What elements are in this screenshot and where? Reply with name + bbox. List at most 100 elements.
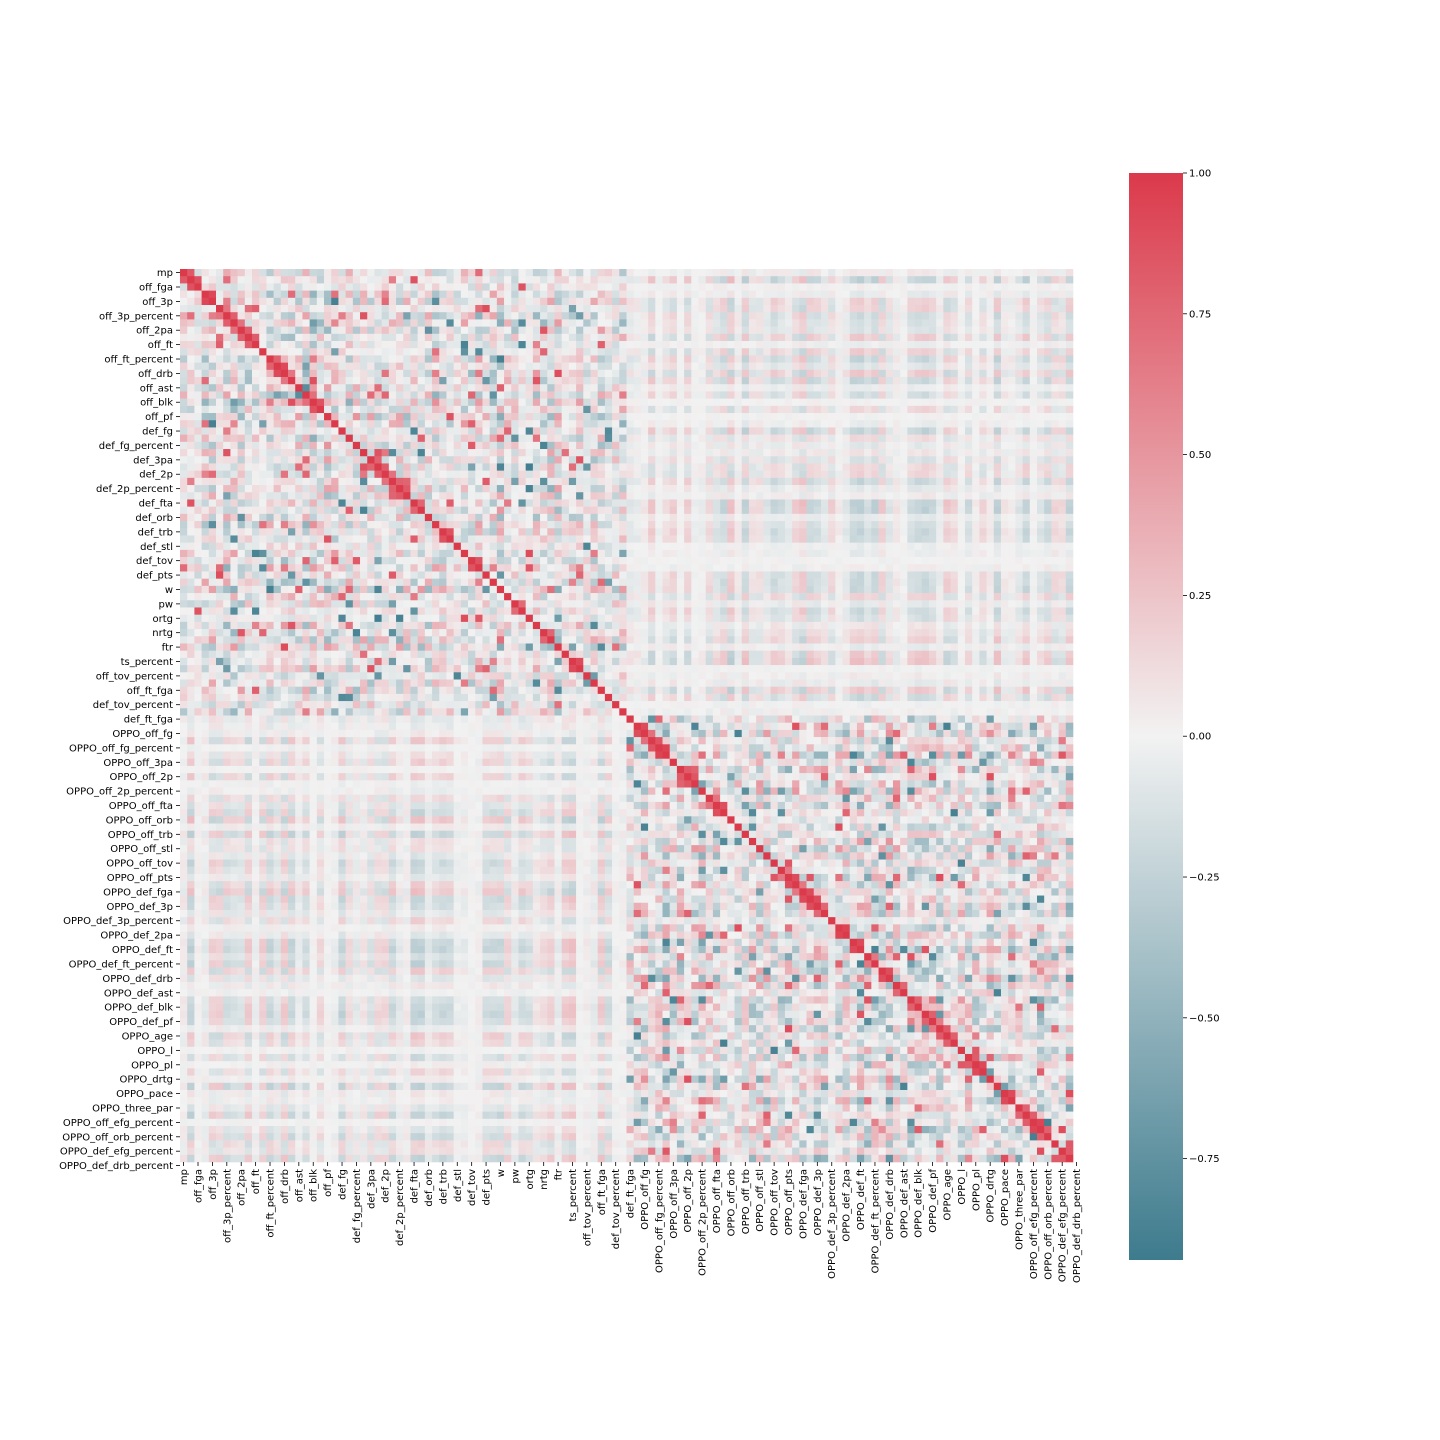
heatmap-cell bbox=[871, 456, 879, 464]
heatmap-cell bbox=[684, 326, 692, 335]
heatmap-cell bbox=[756, 427, 764, 435]
heatmap-cell bbox=[410, 557, 418, 565]
heatmap-cell bbox=[856, 434, 865, 443]
heatmap-cell bbox=[1051, 405, 1059, 414]
heatmap-cell bbox=[180, 312, 188, 320]
heatmap-cell bbox=[216, 369, 224, 378]
heatmap-cell bbox=[403, 499, 411, 507]
heatmap-cell bbox=[288, 427, 296, 435]
heatmap-cell bbox=[1015, 283, 1023, 291]
heatmap-cell bbox=[662, 499, 671, 507]
heatmap-cell bbox=[208, 506, 217, 515]
heatmap-cell bbox=[252, 405, 260, 414]
heatmap-cell bbox=[986, 341, 995, 349]
heatmap-cell bbox=[770, 542, 779, 551]
heatmap-cell bbox=[864, 477, 872, 486]
heatmap-cell bbox=[208, 420, 217, 428]
heatmap-cell bbox=[259, 391, 267, 399]
heatmap-cell bbox=[295, 549, 303, 558]
heatmap-cell bbox=[892, 297, 901, 306]
heatmap-cell bbox=[180, 542, 188, 551]
heatmap-cell bbox=[352, 341, 361, 349]
heatmap-cell bbox=[223, 456, 231, 464]
heatmap-cell bbox=[396, 384, 404, 392]
heatmap-cell bbox=[597, 348, 606, 356]
heatmap-cell bbox=[763, 326, 771, 335]
heatmap-cell bbox=[194, 535, 202, 543]
heatmap-cell bbox=[993, 290, 1002, 299]
heatmap-cell bbox=[669, 326, 678, 335]
heatmap-cell bbox=[878, 420, 887, 428]
heatmap-cell bbox=[792, 312, 800, 320]
heatmap-cell bbox=[828, 290, 836, 299]
heatmap-cell bbox=[871, 269, 879, 277]
heatmap-cell bbox=[518, 441, 526, 450]
heatmap-cell bbox=[468, 427, 476, 435]
heatmap-cell bbox=[230, 341, 238, 349]
heatmap-cell bbox=[691, 492, 699, 500]
heatmap-cell bbox=[964, 499, 973, 507]
heatmap-cell bbox=[338, 391, 346, 399]
heatmap-cell bbox=[496, 276, 505, 284]
heatmap-cell bbox=[619, 283, 627, 291]
heatmap-cell bbox=[201, 355, 210, 363]
heatmap-cell bbox=[813, 420, 822, 428]
heatmap-cell bbox=[756, 326, 764, 335]
heatmap-cell bbox=[1044, 456, 1052, 464]
heatmap-cell bbox=[223, 362, 231, 371]
heatmap-cell bbox=[374, 420, 382, 428]
heatmap-cell bbox=[1022, 492, 1031, 500]
heatmap-cell bbox=[252, 449, 260, 457]
heatmap-cell bbox=[828, 535, 836, 543]
heatmap-cell bbox=[806, 319, 815, 327]
heatmap-cell bbox=[331, 305, 339, 313]
heatmap-cell bbox=[691, 528, 699, 536]
heatmap-cell bbox=[338, 535, 346, 543]
heatmap-cell bbox=[302, 348, 310, 356]
heatmap-cell bbox=[892, 413, 901, 421]
heatmap-cell bbox=[547, 542, 555, 551]
heatmap-cell bbox=[900, 297, 908, 306]
heatmap-cell bbox=[223, 413, 231, 421]
heatmap-cell bbox=[885, 549, 894, 558]
heatmap-cell bbox=[640, 549, 649, 558]
heatmap-cell bbox=[439, 413, 447, 421]
heatmap-cell bbox=[705, 506, 714, 515]
heatmap-cell bbox=[871, 549, 879, 558]
heatmap-cell bbox=[201, 513, 210, 522]
heatmap-cell bbox=[849, 535, 858, 543]
heatmap-cell bbox=[417, 405, 426, 414]
heatmap-cell bbox=[547, 441, 555, 450]
heatmap-cell bbox=[633, 341, 642, 349]
heatmap-cell bbox=[237, 369, 246, 378]
heatmap-cell bbox=[907, 283, 915, 291]
heatmap-cell bbox=[453, 377, 462, 385]
heatmap-cell bbox=[885, 427, 894, 435]
heatmap-cell bbox=[1051, 449, 1059, 457]
heatmap-cell bbox=[1058, 377, 1067, 385]
heatmap-cell bbox=[979, 405, 987, 414]
heatmap-cell bbox=[496, 283, 505, 291]
heatmap-cell bbox=[633, 319, 642, 327]
heatmap-cell bbox=[453, 549, 462, 558]
heatmap-cell bbox=[842, 492, 851, 500]
heatmap-cell bbox=[338, 434, 346, 443]
heatmap-cell bbox=[381, 521, 390, 529]
heatmap-cell bbox=[432, 290, 440, 299]
heatmap-cell bbox=[626, 305, 635, 313]
heatmap-cell bbox=[856, 297, 865, 306]
heatmap-cell bbox=[777, 470, 786, 479]
heatmap-cell bbox=[698, 283, 707, 291]
heatmap-cell bbox=[655, 427, 663, 435]
heatmap-cell bbox=[345, 384, 354, 392]
heatmap-cell bbox=[640, 355, 649, 363]
heatmap-cell bbox=[468, 405, 476, 414]
heatmap-cell bbox=[597, 413, 606, 421]
heatmap-cell bbox=[511, 528, 519, 536]
heatmap-cell bbox=[583, 413, 591, 421]
heatmap-cell bbox=[547, 341, 555, 349]
heatmap-cell bbox=[273, 398, 282, 407]
heatmap-cell bbox=[583, 362, 591, 371]
heatmap-cell bbox=[280, 333, 289, 342]
heatmap-cell bbox=[878, 521, 887, 529]
